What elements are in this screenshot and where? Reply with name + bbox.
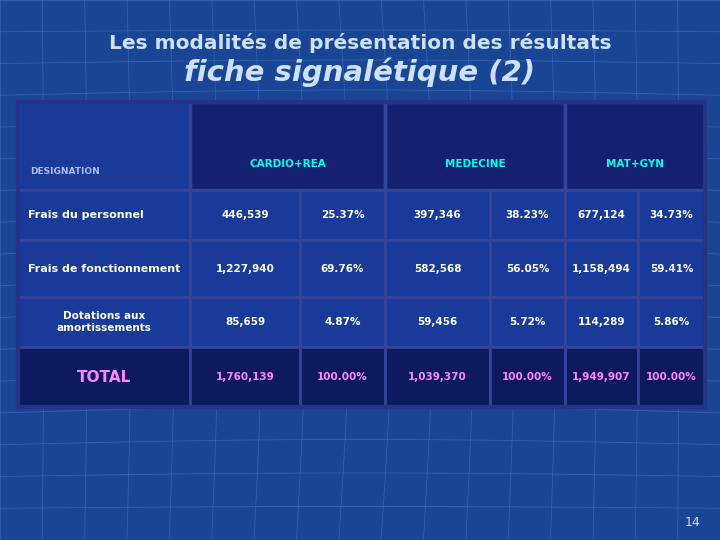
Text: DESIGNATION: DESIGNATION <box>30 167 100 177</box>
Text: 69.76%: 69.76% <box>320 264 364 273</box>
Text: 56.05%: 56.05% <box>505 264 549 273</box>
Bar <box>190 297 300 347</box>
Bar <box>385 297 490 347</box>
Text: 397,346: 397,346 <box>414 210 462 220</box>
Text: CARDIO+REA: CARDIO+REA <box>249 159 326 168</box>
Bar <box>385 347 490 407</box>
Bar <box>638 190 705 240</box>
Bar <box>190 102 385 190</box>
Text: 85,659: 85,659 <box>225 317 265 327</box>
Bar <box>18 102 705 407</box>
Text: 1,760,139: 1,760,139 <box>215 372 274 382</box>
Text: MAT+GYN: MAT+GYN <box>606 159 664 168</box>
Text: 38.23%: 38.23% <box>505 210 549 220</box>
Text: 1,039,370: 1,039,370 <box>408 372 467 382</box>
Bar <box>18 102 190 190</box>
Text: 59.41%: 59.41% <box>649 264 693 273</box>
Bar <box>638 240 705 297</box>
Bar <box>300 240 385 297</box>
Text: 446,539: 446,539 <box>221 210 269 220</box>
Bar <box>565 297 638 347</box>
Text: 5.72%: 5.72% <box>509 317 546 327</box>
Bar <box>18 347 190 407</box>
Text: 100.00%: 100.00% <box>502 372 553 382</box>
Bar <box>385 102 565 190</box>
Text: 14: 14 <box>684 516 700 529</box>
Bar <box>300 190 385 240</box>
Bar <box>565 240 638 297</box>
Text: 100.00%: 100.00% <box>317 372 368 382</box>
Bar <box>300 297 385 347</box>
Bar <box>190 190 300 240</box>
Text: 5.86%: 5.86% <box>653 317 690 327</box>
Bar <box>190 347 300 407</box>
Text: fiche signalétique (2): fiche signalétique (2) <box>184 57 536 87</box>
Bar <box>385 190 490 240</box>
Bar <box>190 240 300 297</box>
Text: 1,158,494: 1,158,494 <box>572 264 631 273</box>
Bar <box>565 102 705 190</box>
Bar <box>490 240 565 297</box>
Text: 1,227,940: 1,227,940 <box>215 264 274 273</box>
Text: Frais de fonctionnement: Frais de fonctionnement <box>28 264 181 273</box>
Bar <box>490 347 565 407</box>
Bar <box>565 190 638 240</box>
Bar <box>638 297 705 347</box>
Text: TOTAL: TOTAL <box>77 369 131 384</box>
Bar <box>385 240 490 297</box>
Text: MEDECINE: MEDECINE <box>445 159 505 168</box>
Text: Les modalités de présentation des résultats: Les modalités de présentation des résult… <box>109 33 611 53</box>
Text: 114,289: 114,289 <box>577 317 625 327</box>
Text: Dotations aux
amortissements: Dotations aux amortissements <box>57 311 151 333</box>
Bar <box>18 190 190 240</box>
Bar <box>300 347 385 407</box>
Text: 59,456: 59,456 <box>418 317 458 327</box>
Bar <box>565 347 638 407</box>
Text: 677,124: 677,124 <box>577 210 626 220</box>
Bar <box>18 297 190 347</box>
Bar <box>190 102 705 141</box>
Text: 34.73%: 34.73% <box>649 210 693 220</box>
Text: 582,568: 582,568 <box>414 264 462 273</box>
Text: 4.87%: 4.87% <box>324 317 361 327</box>
Text: 100.00%: 100.00% <box>646 372 697 382</box>
Text: 25.37%: 25.37% <box>320 210 364 220</box>
Bar <box>490 297 565 347</box>
Text: Frais du personnel: Frais du personnel <box>28 210 144 220</box>
Bar <box>18 240 190 297</box>
Bar <box>638 347 705 407</box>
Text: 1,949,907: 1,949,907 <box>572 372 631 382</box>
Bar <box>490 190 565 240</box>
